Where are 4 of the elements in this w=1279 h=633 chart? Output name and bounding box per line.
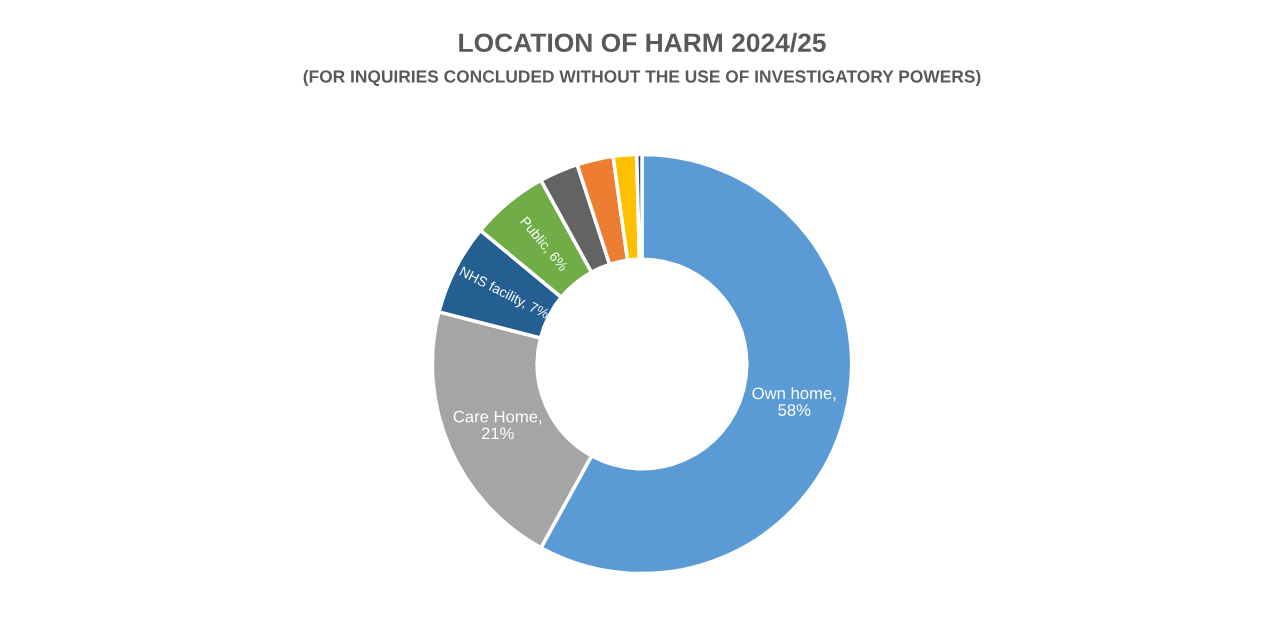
slice-label: Care Home, 21%	[453, 410, 542, 440]
slice-label: Own home, 58%	[752, 386, 836, 416]
chart-title: LOCATION OF HARM 2024/25	[459, 32, 826, 53]
chart-subtitle: (FOR INQUIRIES CONCLUDED WITHOUT THE USE OF INVESTIGATORY POWERS)	[303, 69, 981, 87]
